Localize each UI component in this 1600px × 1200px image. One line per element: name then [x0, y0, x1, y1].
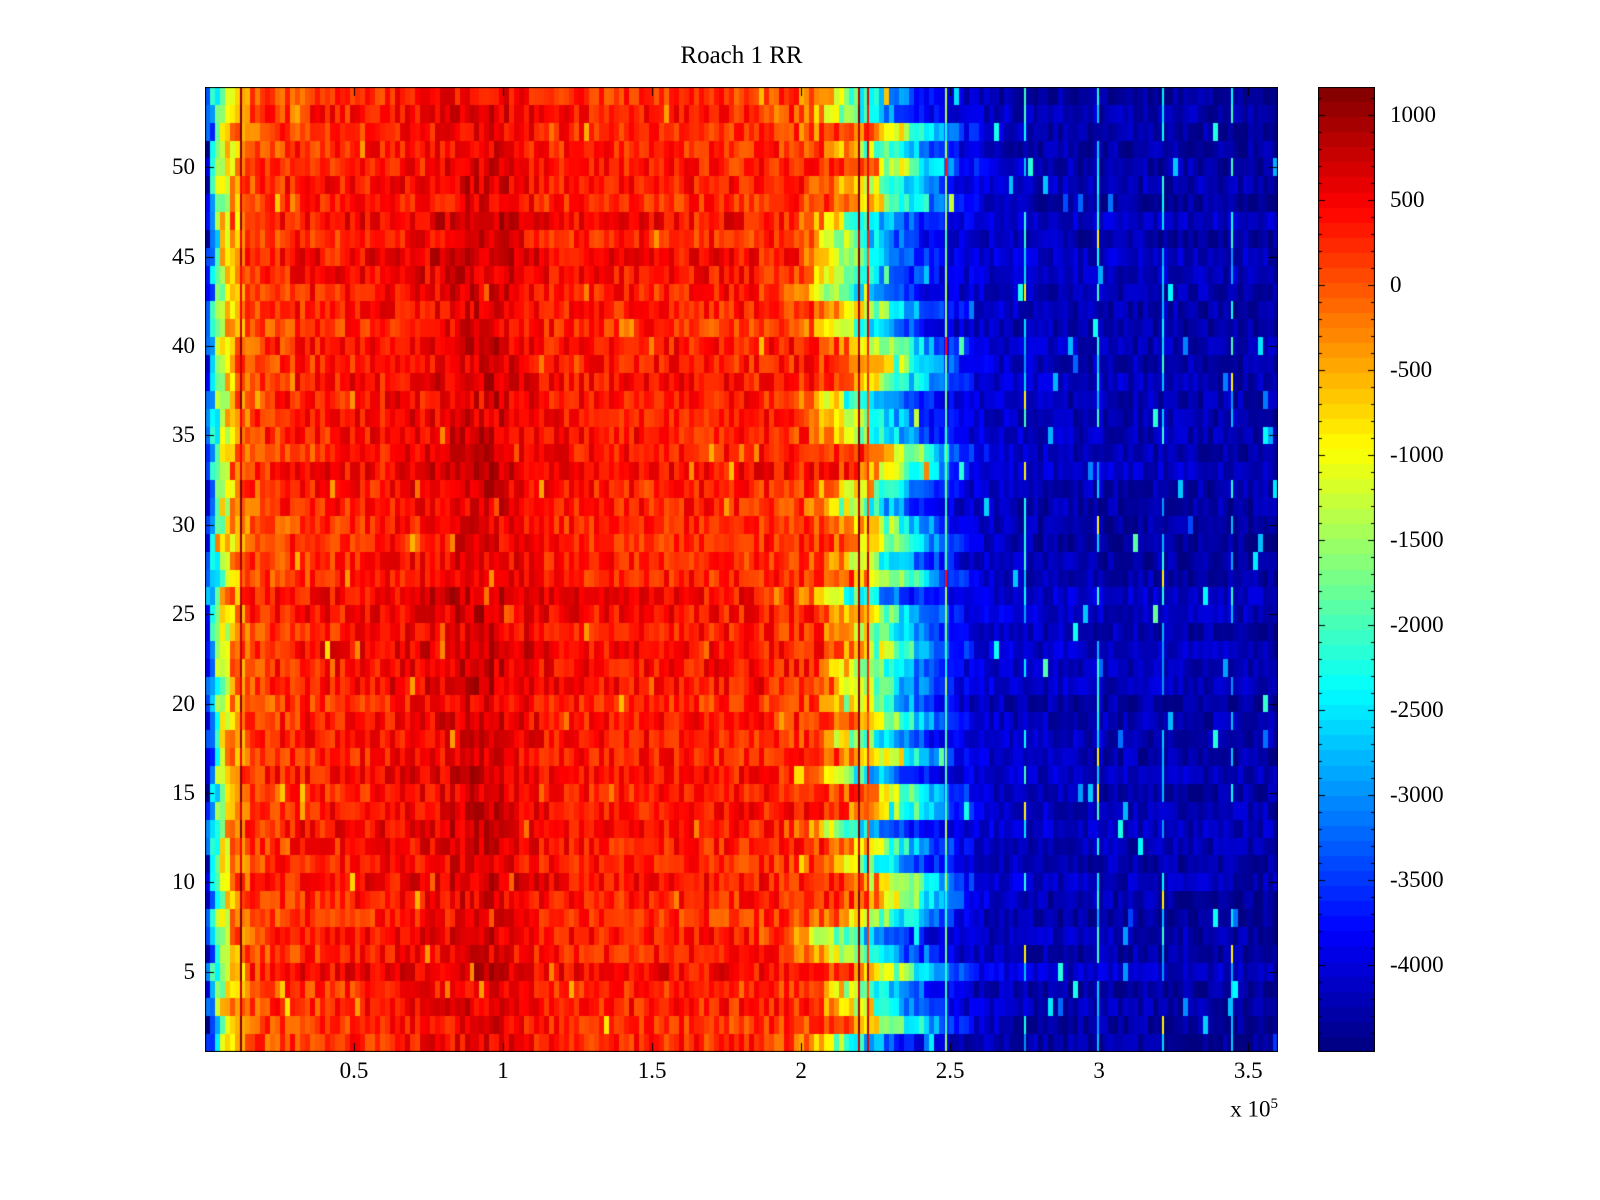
y-tick-label: 20: [172, 690, 195, 716]
y-axis-tick-labels: 5 10 15 20 25 30 35 40 45 50: [100, 87, 195, 1052]
x-tick-label: 0.5: [339, 1058, 369, 1083]
colorbar-tick-label: -1000: [1390, 442, 1444, 468]
x-tick-label: 1: [497, 1058, 509, 1083]
y-tick-label: 30: [172, 511, 195, 537]
x-scale-multiplier: x 10: [1230, 1096, 1271, 1122]
chart-title: Roach 1 RR: [680, 42, 803, 69]
y-tick-label: 25: [172, 601, 195, 627]
y-tick-label: 45: [172, 243, 195, 269]
y-tick-label: 10: [172, 869, 195, 895]
heatmap-plot-area: [205, 87, 1278, 1052]
colorbar-tick-label: 500: [1390, 187, 1425, 213]
colorbar-tick-label: -2500: [1390, 696, 1444, 722]
x-axis-tick-labels: 0.5 1 1.5 2 2.5 3 3.5: [205, 1056, 1278, 1090]
y-tick-label: 40: [172, 333, 195, 359]
x-tick-label: 1.5: [637, 1058, 667, 1083]
colorbar-tick-label: 0: [1390, 272, 1402, 298]
y-tick-label: 50: [172, 154, 195, 180]
x-tick-label: 2: [795, 1058, 807, 1083]
x-tick-label: 3.5: [1233, 1058, 1263, 1083]
colorbar-tick-label: -2000: [1390, 611, 1444, 637]
x-tick-label: 2.5: [935, 1058, 965, 1083]
colorbar-tick-labels: 1000 500 0 -500 -1000 -1500 -2000 -2500 -3000 -35…: [1390, 87, 1500, 1052]
colorbar-tick-label: -3000: [1390, 781, 1444, 807]
colorbar-tick-label: 1000: [1390, 102, 1436, 128]
colorbar: [1318, 87, 1375, 1052]
x-axis-scale-label: x 105: [1120, 1096, 1278, 1123]
y-tick-label: 5: [183, 958, 196, 984]
x-tick-label: 3: [1093, 1058, 1105, 1083]
colorbar-canvas: [1318, 87, 1375, 1052]
heatmap-canvas: [205, 87, 1278, 1052]
colorbar-tick-label: -500: [1390, 357, 1433, 383]
y-tick-label: 15: [172, 779, 195, 805]
colorbar-tick-label: -1500: [1390, 527, 1444, 552]
x-scale-exponent: 5: [1270, 1096, 1279, 1112]
colorbar-tick-label: -4000: [1390, 951, 1444, 977]
colorbar-tick-label: -3500: [1390, 866, 1444, 892]
y-tick-label: 35: [172, 422, 195, 448]
